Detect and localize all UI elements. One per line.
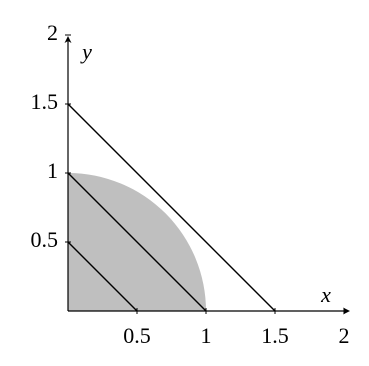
x-tick-label: 0.5 [123,323,151,348]
line [67,103,276,312]
y-tick-label: 0.5 [31,227,59,252]
line [67,172,207,312]
y-tick-label: 2 [47,20,58,45]
line [67,241,138,312]
y-axis-arrow [64,36,72,43]
x-tick-label: 1 [201,323,212,348]
x-tick-label: 1.5 [261,323,289,348]
y-axis-label: y [80,39,92,64]
x-axis-arrow [343,307,350,315]
y-tick-label: 1.5 [31,89,59,114]
plot-layer [67,103,276,312]
y-tick-label: 1 [47,158,58,183]
x-axis-label: x [320,282,331,307]
x-tick-label: 2 [339,323,350,348]
